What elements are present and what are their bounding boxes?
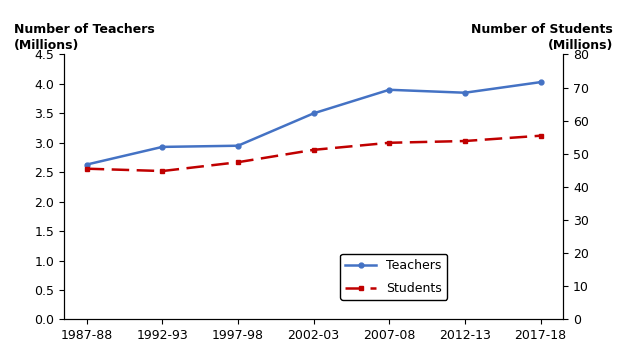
Text: Number of Teachers: Number of Teachers: [14, 23, 155, 36]
Text: (Millions): (Millions): [548, 39, 613, 52]
Students: [310, 148, 317, 152]
Students: [83, 167, 90, 171]
Teachers: [83, 162, 90, 167]
Teachers: [234, 143, 242, 148]
Students: [159, 169, 166, 173]
Teachers: [461, 90, 468, 95]
Students: [385, 140, 393, 145]
Teachers: [310, 111, 317, 115]
Teachers: [159, 145, 166, 149]
Students: [537, 134, 545, 138]
Students: [234, 160, 242, 164]
Teachers: [385, 87, 393, 92]
Students: [461, 139, 468, 143]
Line: Students: Students: [84, 133, 543, 174]
Line: Teachers: Teachers: [84, 80, 543, 167]
Teachers: [537, 80, 545, 84]
Text: Number of Students: Number of Students: [472, 23, 613, 36]
Legend: Teachers, Students: Teachers, Students: [340, 254, 447, 300]
Text: (Millions): (Millions): [14, 39, 79, 52]
